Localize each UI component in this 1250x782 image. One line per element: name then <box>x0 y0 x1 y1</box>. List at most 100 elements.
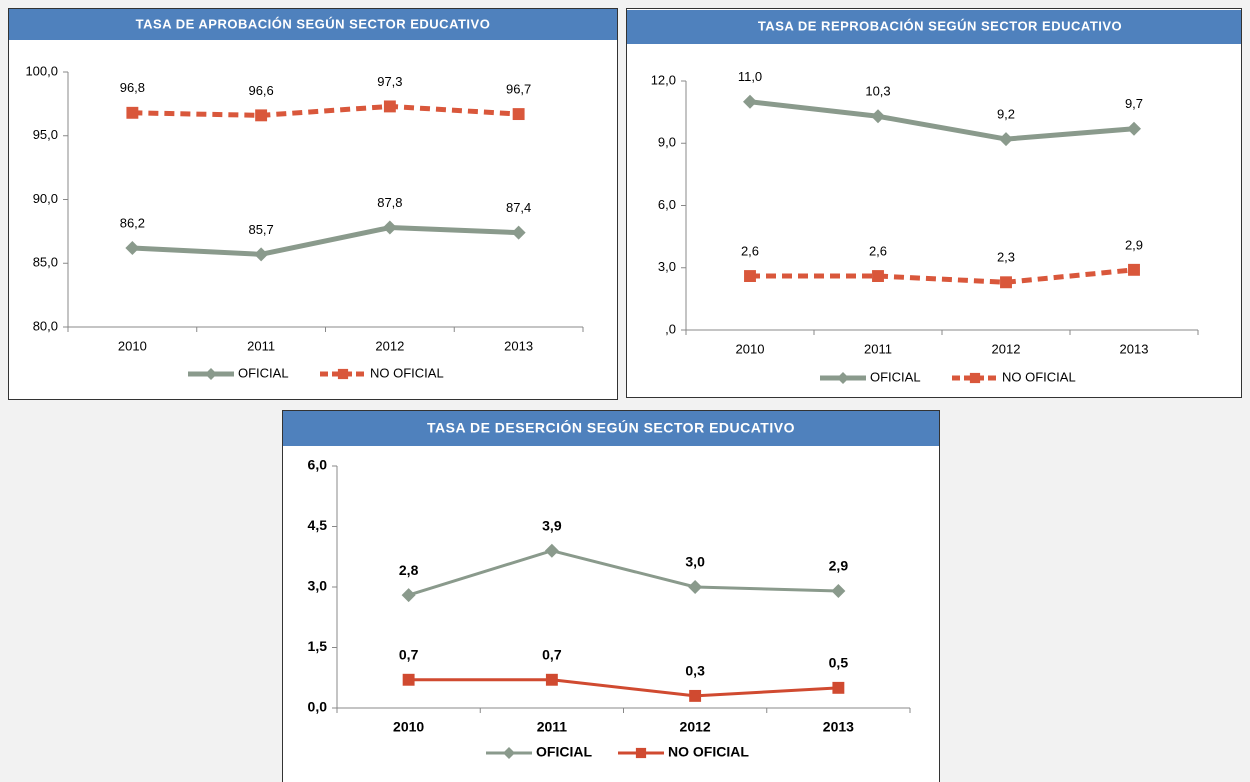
x-tick-label: 2011 <box>864 341 892 356</box>
marker <box>401 588 416 603</box>
y-tick-label: 95,0 <box>33 127 58 142</box>
marker <box>1000 276 1012 289</box>
y-tick-label: 6,0 <box>308 457 328 473</box>
chart-dropout: TASA DE DESERCIÓN SEGÚN SECTOR EDUCATIVO… <box>282 410 940 782</box>
legend-label: OFICIAL <box>536 744 592 760</box>
data-label: 2,3 <box>997 250 1015 265</box>
marker <box>635 747 647 759</box>
y-tick-label: 0,0 <box>308 699 328 715</box>
data-label: 0,3 <box>685 663 705 679</box>
data-label: 2,9 <box>1125 237 1143 252</box>
marker <box>503 747 515 759</box>
x-tick-label: 2010 <box>393 719 424 735</box>
marker <box>688 580 703 594</box>
marker <box>383 100 396 113</box>
data-label: 96,8 <box>120 80 145 95</box>
chart-failure: TASA DE REPROBACIÓN SEGÚN SECTOR EDUCATI… <box>626 8 1242 398</box>
y-tick-label: 90,0 <box>33 191 58 206</box>
marker <box>744 270 756 282</box>
series-line <box>132 103 519 118</box>
marker <box>402 673 415 686</box>
data-label: 87,4 <box>506 200 531 215</box>
x-tick-label: 2013 <box>504 338 533 353</box>
marker <box>872 270 884 282</box>
y-tick-label: 85,0 <box>33 255 58 270</box>
x-tick-label: 2012 <box>680 719 711 735</box>
data-label: 11,0 <box>738 69 762 84</box>
legend-label: NO OFICIAL <box>668 744 749 760</box>
x-tick-label: 2012 <box>375 338 404 353</box>
x-tick-label: 2010 <box>736 341 765 356</box>
y-tick-label: 3,0 <box>308 578 328 594</box>
chart-title: TASA DE APROBACIÓN SEGÚN SECTOR EDUCATIV… <box>136 16 491 31</box>
marker <box>831 584 846 599</box>
title-bar <box>283 411 939 446</box>
chart-approval: TASA DE APROBACIÓN SEGÚN SECTOR EDUCATIV… <box>8 8 618 400</box>
data-label: 9,7 <box>1125 96 1143 111</box>
y-tick-label: 9,0 <box>658 135 676 150</box>
marker <box>1127 121 1141 136</box>
series-line <box>408 678 839 698</box>
marker <box>545 673 558 686</box>
legend-label: OFICIAL <box>238 365 289 380</box>
y-tick-label: 6,0 <box>658 197 676 212</box>
marker <box>125 240 140 255</box>
marker <box>837 372 849 384</box>
chart-frame <box>626 8 1242 398</box>
y-tick-label: 4,5 <box>308 517 328 533</box>
marker <box>871 109 885 124</box>
marker <box>126 106 139 119</box>
marker <box>544 543 559 558</box>
data-label: 0,5 <box>829 655 849 671</box>
marker <box>999 132 1013 147</box>
x-tick-label: 2010 <box>118 338 147 353</box>
data-label: 2,6 <box>741 243 759 258</box>
marker <box>382 220 397 235</box>
marker <box>832 681 845 694</box>
data-label: 86,2 <box>120 215 145 230</box>
title-bar <box>9 9 617 40</box>
chart-frame <box>8 8 618 400</box>
data-label: 0,7 <box>542 646 562 662</box>
x-tick-label: 2013 <box>1120 341 1149 356</box>
series-line <box>408 549 839 597</box>
data-label: 10,3 <box>865 84 890 99</box>
chart-title: TASA DE REPROBACIÓN SEGÚN SECTOR EDUCATI… <box>758 18 1122 33</box>
data-label: 0,7 <box>399 646 419 662</box>
chart-title: TASA DE DESERCIÓN SEGÚN SECTOR EDUCATIVO <box>427 419 795 436</box>
data-label: 9,2 <box>997 107 1015 122</box>
y-tick-label: 100,0 <box>25 63 58 78</box>
data-label: 2,8 <box>399 562 419 578</box>
chart-frame <box>282 410 940 782</box>
data-label: 3,0 <box>685 554 705 570</box>
marker <box>1128 263 1140 276</box>
x-tick-label: 2011 <box>537 719 568 735</box>
y-tick-label: 80,0 <box>33 318 58 333</box>
data-label: 96,6 <box>248 83 273 98</box>
y-tick-label: 1,5 <box>308 638 328 654</box>
marker <box>511 225 526 240</box>
x-tick-label: 2013 <box>823 719 854 735</box>
data-label: 3,9 <box>542 517 562 533</box>
legend-label: NO OFICIAL <box>370 365 444 380</box>
marker <box>254 247 269 262</box>
legend-label: NO OFICIAL <box>1002 369 1076 384</box>
marker <box>255 109 268 122</box>
y-tick-label: 3,0 <box>658 259 676 274</box>
marker <box>205 368 217 380</box>
data-label: 2,6 <box>869 243 887 258</box>
data-label: 96,7 <box>506 82 531 97</box>
series-line <box>749 99 1135 142</box>
y-tick-label: ,0 <box>665 321 676 336</box>
legend-label: OFICIAL <box>870 369 921 384</box>
x-tick-label: 2012 <box>992 341 1021 356</box>
y-tick-label: 12,0 <box>651 72 676 87</box>
marker <box>337 368 349 380</box>
marker <box>689 689 702 702</box>
series-line <box>750 267 1135 285</box>
data-label: 87,8 <box>377 195 402 210</box>
marker <box>743 94 757 109</box>
x-tick-label: 2011 <box>247 338 275 353</box>
